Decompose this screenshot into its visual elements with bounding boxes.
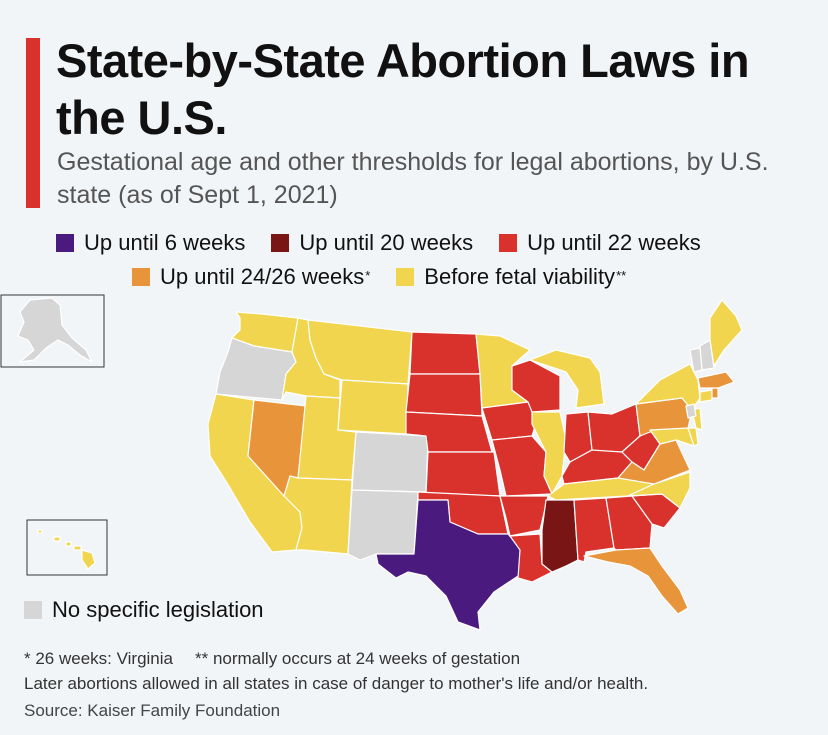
state-montana xyxy=(307,319,413,385)
state-hawaii xyxy=(37,529,96,570)
state-district-of-columbia xyxy=(685,403,697,419)
state-kansas xyxy=(425,451,501,497)
legend-item-viability: Before fetal viability ** xyxy=(396,264,626,290)
state-mississippi xyxy=(541,499,579,573)
state-massachusetts xyxy=(697,371,735,389)
state-florida xyxy=(583,547,689,615)
legend-row-1: Up until 6 weeks Up until 20 weeks Up un… xyxy=(56,230,727,256)
legend-item-twenty-weeks: Up until 20 weeks xyxy=(271,230,473,256)
legend-swatch-twentytwo-weeks xyxy=(499,234,518,252)
legend-label-viability: Before fetal viability xyxy=(424,264,616,289)
legend-label-twenty-weeks: Up until 20 weeks xyxy=(299,230,474,255)
legend-label-twentytwo-weeks: Up until 22 weeks xyxy=(527,230,701,255)
legend-item-twentyfour-weeks: Up until 24/26 weeks * xyxy=(132,264,370,290)
hawaii-island-2 xyxy=(53,536,61,542)
legend-swatch-twentyfour-weeks xyxy=(132,268,150,286)
legend-mark-viability: ** xyxy=(616,267,627,283)
us-map xyxy=(0,294,743,631)
legend-swatch-twenty-weeks xyxy=(271,234,290,252)
state-maine xyxy=(709,299,743,367)
state-texas xyxy=(375,499,525,631)
hawaii-island-5 xyxy=(81,549,96,570)
state-illinois xyxy=(531,411,567,495)
page-title: State-by-State Abortion Laws in the U.S. xyxy=(56,34,750,144)
title-accent-bar xyxy=(26,38,40,208)
footnote-later-abortions: Later abortions allowed in all states in… xyxy=(24,674,649,693)
state-new-mexico xyxy=(347,489,419,561)
hawaii-island-4 xyxy=(73,545,82,551)
footnote-viability: ** normally occurs at 24 weeks of gestat… xyxy=(195,649,521,668)
state-rhode-island xyxy=(711,387,719,399)
state-maryland xyxy=(649,427,695,447)
state-virginia xyxy=(617,439,691,485)
legend-label-twentyfour-weeks: Up until 24/26 weeks xyxy=(160,264,365,289)
legend-swatch-no-law xyxy=(24,601,42,619)
state-colorado xyxy=(351,431,429,493)
legend-item-six-weeks: Up until 6 weeks xyxy=(56,230,245,256)
state-alaska xyxy=(17,297,93,363)
state-wisconsin xyxy=(511,359,561,413)
state-connecticut xyxy=(699,389,713,403)
legend-swatch-viability xyxy=(396,268,415,286)
page-subtitle: Gestational age and other thresholds for… xyxy=(57,148,769,209)
state-delaware xyxy=(687,427,699,447)
hawaii-island-1 xyxy=(37,529,43,534)
state-north-dakota xyxy=(409,331,481,375)
hawaii-inset-frame xyxy=(26,519,108,576)
state-wyoming xyxy=(337,379,409,435)
footnote-row-1: * 26 weeks: Virginia ** normally occurs a… xyxy=(24,649,520,669)
state-iowa xyxy=(481,401,539,441)
state-louisiana xyxy=(509,533,553,583)
legend-label-no-law: No specific legislation xyxy=(52,597,264,622)
hawaii-island-3 xyxy=(65,541,72,547)
footnote-26-weeks: * 26 weeks: Virginia xyxy=(24,649,173,668)
legend-item-no-law: No specific legislation xyxy=(24,597,264,623)
state-new-hampshire xyxy=(699,339,715,371)
state-arkansas xyxy=(499,495,549,537)
state-new-york xyxy=(635,363,701,411)
legend-label-six-weeks: Up until 6 weeks xyxy=(84,230,246,255)
state-south-dakota xyxy=(405,373,483,417)
state-michigan xyxy=(529,349,605,409)
legend-mark-twentyfour: * xyxy=(365,267,371,283)
legend-swatch-six-weeks xyxy=(56,234,74,252)
source-note: Source: Kaiser Family Foundation xyxy=(24,701,281,720)
legend-row-2: Up until 24/26 weeks * Before fetal viabi… xyxy=(132,264,652,290)
alaska-inset-frame xyxy=(0,294,105,368)
legend-item-twentytwo-weeks: Up until 22 weeks xyxy=(499,230,701,256)
